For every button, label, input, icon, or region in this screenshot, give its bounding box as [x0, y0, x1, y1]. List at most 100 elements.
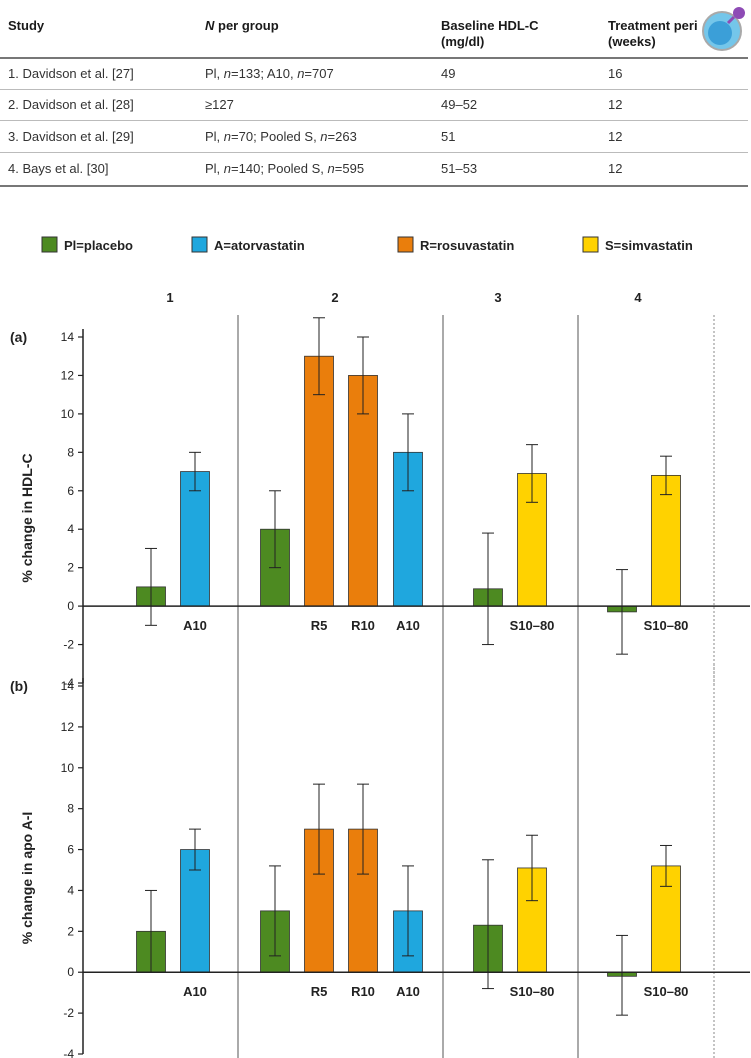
error-bar	[313, 783, 325, 875]
bar-label: R10	[351, 984, 375, 999]
bar-label: S10–80	[510, 618, 555, 633]
bar-label: S10–80	[510, 984, 555, 999]
error-bar	[357, 783, 369, 875]
y-axis-label: % change in apo A-I	[19, 812, 35, 945]
legend-swatch	[582, 236, 599, 253]
table-row-divider	[0, 89, 748, 90]
table-cell-weeks: 12	[608, 97, 623, 112]
y-tick-label: 8	[67, 445, 74, 459]
header-study: Study	[8, 18, 45, 33]
header-n-per-group: N per group	[205, 18, 279, 33]
table-cell-baseline: 49	[441, 66, 456, 81]
error-bar	[660, 844, 672, 887]
error-bar	[482, 859, 494, 990]
y-tick-label: -4	[63, 1047, 74, 1058]
y-tick-label: -2	[63, 638, 74, 652]
legend-item-r: R=rosuvastatin	[397, 236, 514, 253]
y-tick-label: 2	[67, 924, 74, 938]
y-tick-label: 8	[67, 802, 74, 816]
table-cell-study: 2. Davidson et al. [28]	[8, 97, 134, 112]
table-cell-baseline: 49–52	[441, 97, 478, 112]
error-bar	[402, 865, 414, 957]
legend-item-pl: Pl=placebo	[41, 236, 133, 253]
error-bar	[357, 336, 369, 415]
header-baseline-hdl: Baseline HDL-C (mg/dl)	[441, 18, 539, 49]
bar-s	[651, 474, 681, 607]
y-tick-label: 14	[61, 679, 75, 693]
legend-label: A=atorvastatin	[214, 238, 305, 253]
table-cell-study: 1. Davidson et al. [27]	[8, 66, 134, 81]
y-tick-label: 10	[61, 761, 75, 775]
legend-item-a: A=atorvastatin	[191, 236, 305, 253]
y-tick-label: 0	[67, 599, 74, 613]
chart: Pl=placebo A=atorvastatin R=rosuvastatin S=…	[10, 236, 750, 1058]
bar-label: S10–80	[644, 618, 689, 633]
bar-label: A10	[183, 618, 207, 633]
table-cell-n-per-group: ≥127	[205, 97, 234, 112]
bar-label: A10	[396, 618, 420, 633]
table-cell-weeks: 12	[608, 161, 623, 176]
table-cell-study: 4. Bays et al. [30]	[8, 161, 109, 176]
study-number-label: 2	[331, 290, 338, 305]
table-cell-n-per-group: Pl, n=133; A10, n=707	[205, 66, 334, 81]
legend-label: Pl=placebo	[64, 238, 133, 253]
y-tick-label: 12	[61, 720, 75, 734]
study-number-label: 4	[634, 290, 642, 305]
study-number-row: 1 2 3 4	[166, 290, 642, 305]
table-cell-weeks: 12	[608, 129, 623, 144]
error-bar	[313, 317, 325, 396]
table-row-divider	[0, 120, 748, 121]
error-bar	[189, 828, 201, 871]
error-bar	[402, 413, 414, 492]
panels: -4 -2 0 2 4 6 8 10 12 14 (a) % change in HDL-C A10 R5…	[10, 315, 750, 1058]
table-row-divider	[0, 152, 748, 153]
study-number-label: 3	[494, 290, 501, 305]
app-logo-icon[interactable]	[698, 4, 748, 54]
bar-a	[180, 471, 210, 607]
legend-label: R=rosuvastatin	[420, 238, 514, 253]
error-bar	[269, 865, 281, 957]
error-bar	[145, 547, 157, 626]
table-cell-n-per-group: Pl, n=140; Pooled S, n=595	[205, 161, 365, 176]
error-bar	[482, 532, 494, 646]
study-table: Study N per group Baseline HDL-C (mg/dl) …	[0, 0, 751, 190]
y-tick-label: -2	[63, 1006, 74, 1020]
legend-swatch	[397, 236, 414, 253]
y-tick-label: 10	[61, 407, 75, 421]
bar-label: R5	[311, 984, 328, 999]
error-bar	[660, 455, 672, 496]
y-tick-label: 12	[61, 368, 75, 382]
header-treatment-period: Treatment peri (weeks)	[608, 18, 698, 49]
panel-a: -4 -2 0 2 4 6 8 10 12 14 (a) % change in HDL-C A10 R5…	[10, 315, 750, 690]
legend-swatch	[191, 236, 208, 253]
error-bar	[616, 934, 628, 1016]
legend-label: S=simvastatin	[605, 238, 693, 253]
error-bar	[189, 451, 201, 492]
table-cell-n-per-group: Pl, n=70; Pooled S, n=263	[205, 129, 357, 144]
y-tick-label: 6	[67, 484, 74, 498]
panel-label: (a)	[10, 329, 27, 345]
table-header-rule	[0, 57, 748, 59]
y-tick-label: 4	[67, 522, 74, 536]
table-cell-baseline: 51	[441, 129, 456, 144]
panel-b: -4 -2 0 2 4 6 8 10 12 14 (b) % change in apo A-I A10…	[10, 664, 750, 1058]
y-tick-label: -4	[63, 676, 74, 690]
error-bar	[526, 834, 538, 902]
legend-swatch	[41, 236, 58, 253]
bar-label: A10	[396, 984, 420, 999]
error-bar	[526, 444, 538, 503]
y-axis-label: % change in HDL-C	[19, 453, 35, 582]
y-tick-label: 0	[67, 965, 74, 979]
panel-label: (b)	[10, 678, 28, 694]
bar-label: R5	[311, 618, 328, 633]
bar-label: S10–80	[644, 984, 689, 999]
study-number-label: 1	[166, 290, 173, 305]
y-tick-label: 2	[67, 561, 74, 575]
bar-label: A10	[183, 984, 207, 999]
y-tick-label: 14	[61, 330, 75, 344]
table-cell-baseline: 51–53	[441, 161, 478, 176]
table-cell-weeks: 16	[608, 66, 623, 81]
legend: Pl=placebo A=atorvastatin R=rosuvastatin S=…	[41, 236, 693, 253]
table-bottom-rule	[0, 185, 748, 187]
legend-item-s: S=simvastatin	[582, 236, 693, 253]
